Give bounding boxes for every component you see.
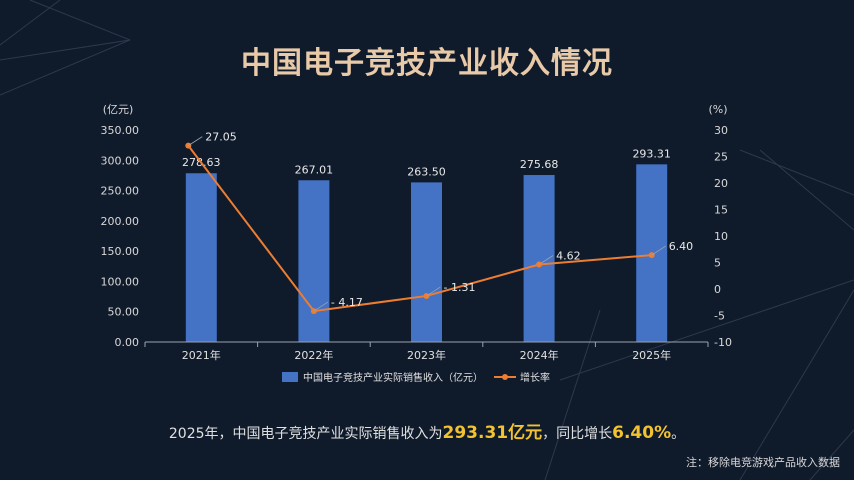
x-tick-label: 2025年 — [632, 348, 671, 362]
y-left-tick-label: 50.00 — [108, 306, 140, 319]
growth-label-leader — [651, 245, 666, 256]
summary-growth: 6.40% — [612, 423, 672, 443]
bar — [185, 173, 217, 342]
summary-prefix: 2025年，中国电子竞技产业实际销售收入为 — [168, 426, 443, 442]
growth-label-leader — [313, 301, 329, 312]
bar-value-label: 293.31 — [632, 147, 671, 160]
page-title: 中国电子竞技产业收入情况 — [241, 46, 613, 81]
y-left-tick-label: 200.00 — [101, 215, 140, 228]
y-left-tick-label: 300.00 — [101, 154, 140, 167]
y-right-tick-label: -5 — [714, 310, 725, 323]
x-tick-label: 2023年 — [407, 348, 446, 362]
legend-line-marker — [502, 374, 508, 380]
growth-label-leader — [538, 255, 554, 265]
y-right-tick-label: 30 — [714, 124, 728, 137]
y-left-tick-label: 250.00 — [101, 185, 140, 198]
footnote: 注：移除电竞游戏产品收入数据 — [686, 456, 840, 469]
y-left-tick-label: 0.00 — [115, 336, 140, 349]
growth-rate-point — [648, 252, 655, 259]
y-right-tick-label: 25 — [714, 151, 728, 164]
summary-mid: ，同比增长 — [542, 426, 613, 442]
y-right-tick-label: 0 — [714, 283, 721, 296]
bar-value-label: 267.01 — [295, 163, 334, 176]
y-right-unit: (%) — [708, 103, 727, 116]
legend-line-label: 增长率 — [520, 371, 550, 384]
y-left-tick-label: 150.00 — [101, 245, 140, 258]
y-right-tick-label: 20 — [714, 177, 728, 190]
x-tick-label: 2024年 — [520, 348, 559, 362]
y-right-tick-label: 15 — [714, 204, 728, 217]
y-left-tick-label: 350.00 — [101, 124, 140, 137]
legend-bar-label: 中国电子竞技产业实际销售收入（亿元） — [303, 371, 483, 384]
bar-value-label: 263.50 — [407, 165, 446, 178]
summary-text: 2025年，中国电子竞技产业实际销售收入为293.31亿元，同比增长6.40%。 — [0, 418, 854, 443]
bar — [411, 182, 442, 342]
growth-label-leader — [426, 286, 441, 297]
legend-bar-swatch — [282, 372, 298, 382]
growth-value-label: - 1.31 — [444, 281, 476, 294]
y-right-tick-label: 10 — [714, 230, 728, 243]
growth-value-label: 6.40 — [669, 240, 694, 253]
bar — [298, 180, 330, 342]
y-left-tick-label: 100.00 — [101, 275, 140, 288]
growth-label-leader — [188, 136, 203, 146]
growth-value-label: 27.05 — [205, 131, 237, 144]
bar-value-label: 275.68 — [520, 158, 559, 171]
y-right-tick-label: 5 — [714, 257, 721, 270]
y-right-tick-label: -10 — [714, 336, 732, 349]
x-tick-label: 2022年 — [294, 348, 333, 362]
x-tick-label: 2021年 — [182, 348, 221, 362]
summary-value: 293.31亿元 — [442, 423, 543, 443]
growth-value-label: 4.62 — [556, 250, 581, 263]
bar — [523, 175, 555, 342]
y-left-unit: (亿元) — [103, 103, 134, 116]
summary-suffix: 。 — [671, 426, 686, 442]
growth-value-label: - 4.17 — [331, 296, 363, 309]
